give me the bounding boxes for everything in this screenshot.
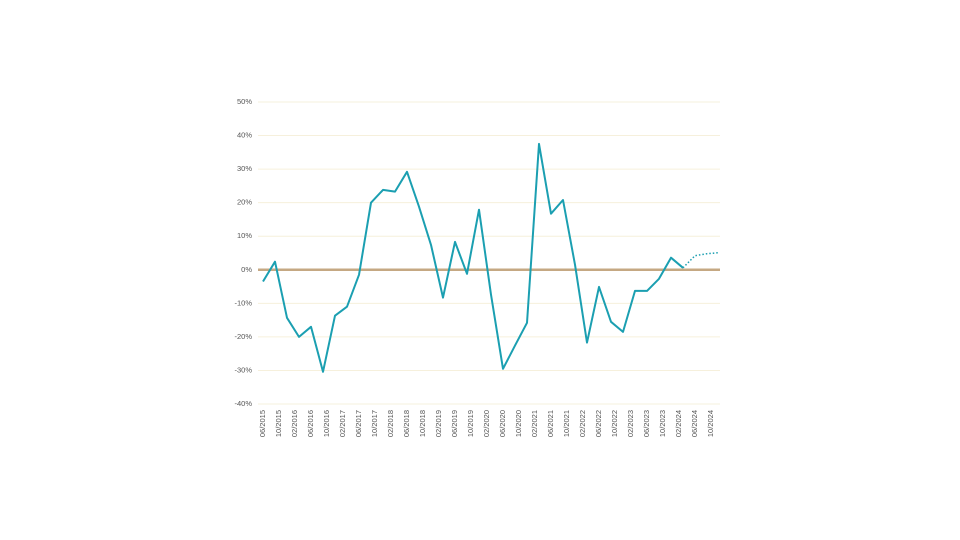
x-tick-label: 02/2017 xyxy=(338,410,347,437)
x-tick-label: 02/2024 xyxy=(674,410,683,437)
x-tick-label: 02/2023 xyxy=(626,410,635,437)
data-line xyxy=(262,142,684,373)
y-tick-label: 50% xyxy=(237,97,252,106)
x-tick-label: 10/2015 xyxy=(274,410,283,437)
x-tick-label: 10/2019 xyxy=(466,410,475,437)
x-tick-label: 10/2022 xyxy=(610,410,619,437)
x-tick-label: 06/2021 xyxy=(546,410,555,437)
x-tick-label: 02/2018 xyxy=(386,410,395,437)
x-tick-label: 10/2021 xyxy=(562,410,571,437)
y-tick-label: 30% xyxy=(237,164,252,173)
data-line xyxy=(682,251,720,269)
x-tick-label: 06/2020 xyxy=(498,410,507,437)
x-tick-label: 06/2019 xyxy=(450,410,459,437)
y-tick-label: 0% xyxy=(241,265,252,274)
y-tick-label: 10% xyxy=(237,231,252,240)
y-tick-label: -30% xyxy=(234,365,252,374)
x-tick-label: 06/2024 xyxy=(690,410,699,437)
x-tick-label: 02/2016 xyxy=(290,410,299,437)
x-tick-label: 06/2023 xyxy=(642,410,651,437)
x-tick-label: 02/2021 xyxy=(530,410,539,437)
x-tick-label: 02/2020 xyxy=(482,410,491,437)
y-tick-label: 20% xyxy=(237,198,252,207)
x-tick-label: 06/2015 xyxy=(258,410,267,437)
y-tick-label: -40% xyxy=(234,399,252,408)
x-tick-label: 10/2024 xyxy=(706,410,715,437)
x-tick-label: 02/2022 xyxy=(578,410,587,437)
x-tick-label: 06/2017 xyxy=(354,410,363,437)
y-tick-label: -10% xyxy=(234,298,252,307)
x-tick-label: 06/2022 xyxy=(594,410,603,437)
x-tick-label: 10/2017 xyxy=(370,410,379,437)
x-tick-label: 10/2023 xyxy=(658,410,667,437)
x-tick-label: 06/2018 xyxy=(402,410,411,437)
x-tick-label: 10/2018 xyxy=(418,410,427,437)
y-tick-label: -20% xyxy=(234,332,252,341)
x-tick-label: 10/2020 xyxy=(514,410,523,437)
y-tick-label: 40% xyxy=(237,131,252,140)
x-tick-label: 06/2016 xyxy=(306,410,315,437)
x-tick-label: 02/2019 xyxy=(434,410,443,437)
x-tick-label: 10/2016 xyxy=(322,410,331,437)
